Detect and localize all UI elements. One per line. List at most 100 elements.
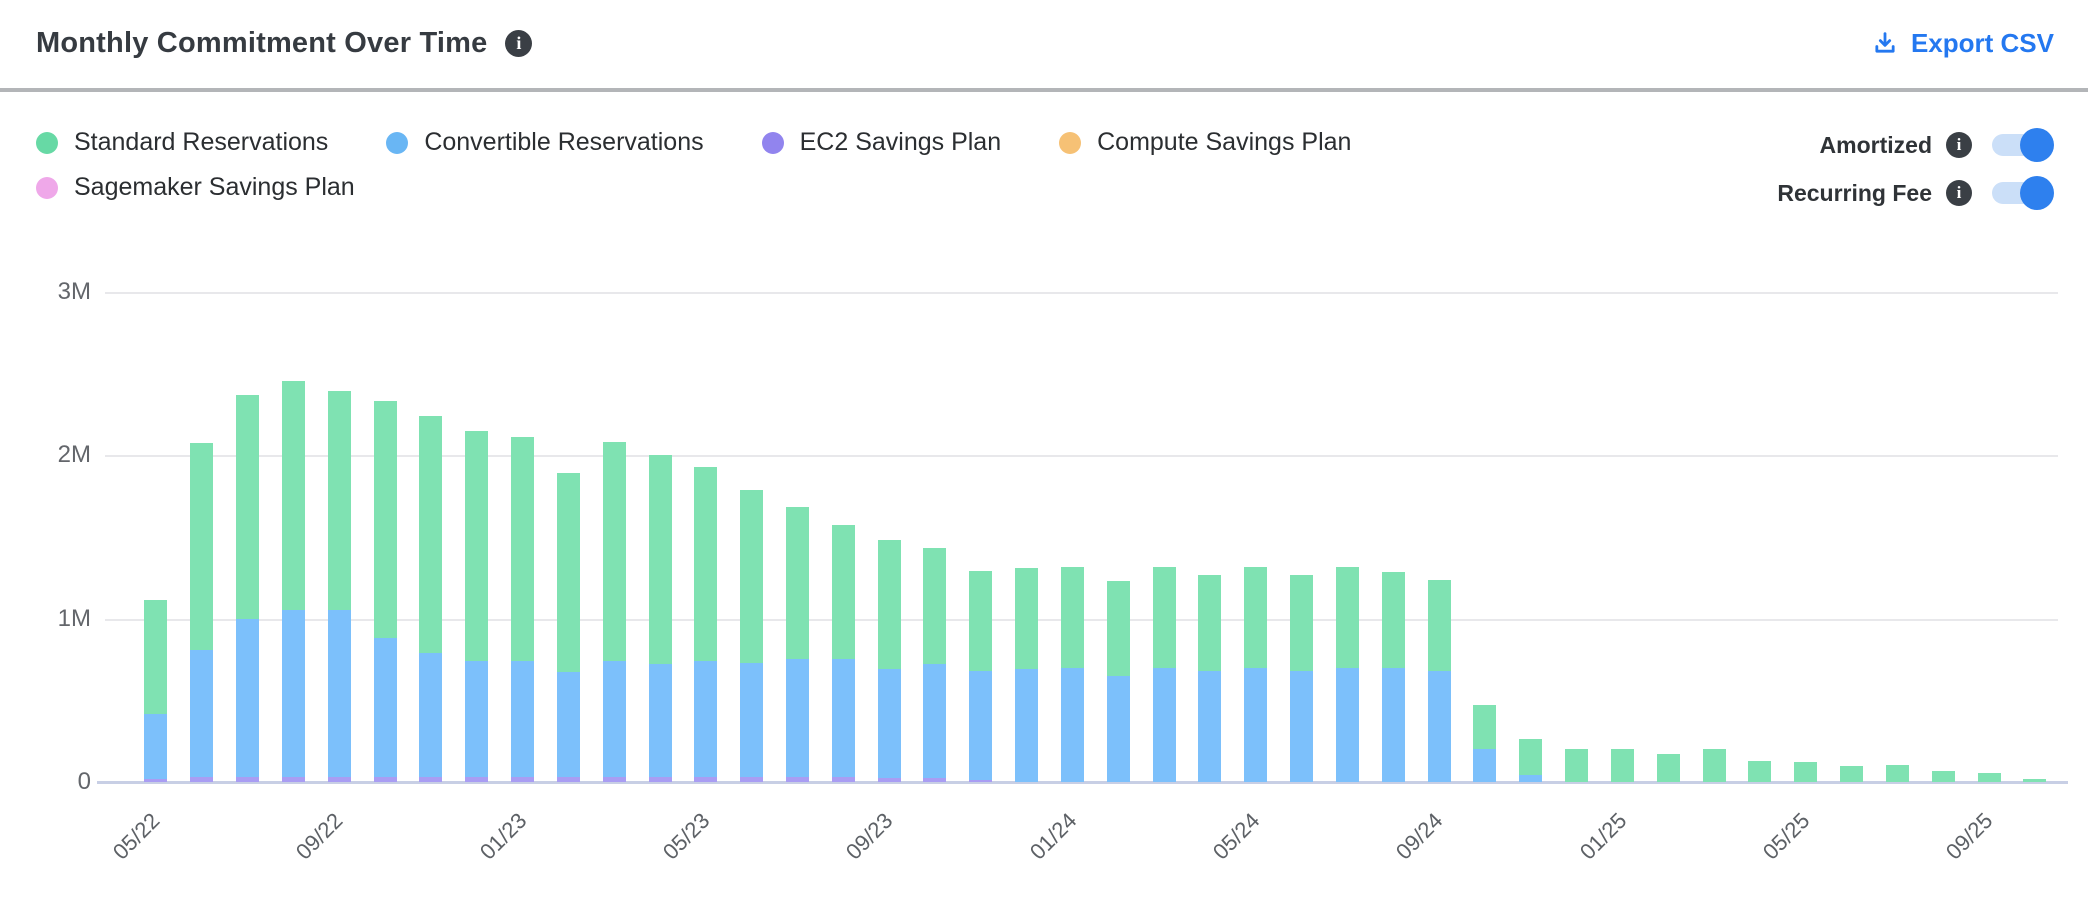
bar-07/24[interactable] (1335, 567, 1359, 782)
bar-segment (556, 473, 580, 672)
bar-segment (1106, 581, 1130, 676)
amortized-toggle[interactable] (1992, 128, 2054, 162)
bar-07/25[interactable] (1885, 765, 1909, 782)
bar-segment (1106, 676, 1130, 782)
bar-04/25[interactable] (1748, 761, 1772, 782)
legend-item-convertible-reservations[interactable]: Convertible Reservations (386, 128, 704, 157)
bar-10/24[interactable] (1473, 705, 1497, 782)
legend-item-standard-reservations[interactable]: Standard Reservations (36, 128, 328, 157)
bar-segment (1198, 575, 1222, 671)
bar-segment (602, 661, 626, 777)
legend-dot-standard (36, 131, 58, 154)
bar-06/25[interactable] (1840, 766, 1864, 782)
bar-segment (1198, 671, 1222, 782)
bar-08/23[interactable] (831, 525, 855, 782)
bar-06/24[interactable] (1290, 575, 1314, 782)
bar-segment (1565, 749, 1589, 782)
bar-segment (1610, 749, 1634, 782)
bar-segment (1473, 749, 1497, 782)
bar-segment (373, 401, 397, 638)
gridline-2m (105, 455, 2058, 457)
bar-segment (1015, 568, 1039, 669)
bar-segment (1519, 739, 1543, 775)
chart-legend: Standard Reservations Convertible Reserv… (36, 128, 1351, 210)
export-csv-button[interactable]: Export CSV (1871, 28, 2054, 59)
recurring-fee-info-icon[interactable]: i (1946, 180, 1972, 206)
bar-segment (373, 777, 397, 782)
legend-item-sagemaker-savings-plan[interactable]: Sagemaker Savings Plan (36, 173, 355, 202)
bar-02/24[interactable] (1106, 581, 1130, 782)
bar-08/24[interactable] (1381, 572, 1405, 782)
bar-segment (740, 490, 764, 663)
bar-09/22[interactable] (327, 391, 351, 782)
bar-06/23[interactable] (740, 490, 764, 782)
title-info-icon[interactable]: i (505, 29, 533, 57)
bar-segment (1473, 705, 1497, 749)
bar-11/24[interactable] (1519, 739, 1543, 782)
bar-segment (786, 659, 809, 777)
bar-02/25[interactable] (1656, 754, 1680, 782)
bar-segment (327, 777, 351, 782)
bar-segment (1152, 668, 1176, 782)
bar-segment (1931, 771, 1955, 782)
bar-10/23[interactable] (923, 548, 947, 782)
page-title: Monthly Commitment Over Time (36, 26, 488, 59)
panel-header: Monthly Commitment Over Time i Export CS… (0, 0, 2088, 66)
legend-label: Convertible Reservations (424, 128, 704, 156)
bar-05/23[interactable] (694, 467, 718, 782)
bar-01/25[interactable] (1610, 749, 1634, 782)
bar-segment (648, 777, 672, 782)
y-tick-1m: 1M (57, 605, 91, 632)
x-tick-05/23: 05/23 (657, 807, 715, 865)
bar-12/22[interactable] (465, 431, 489, 782)
bar-segment (465, 431, 489, 661)
header-divider (0, 88, 2088, 92)
legend-dot-compute (1059, 131, 1082, 154)
bar-03/25[interactable] (1702, 749, 1726, 782)
bar-04/23[interactable] (648, 455, 672, 782)
bar-04/24[interactable] (1198, 575, 1222, 782)
bar-07/23[interactable] (786, 507, 809, 782)
bar-segment (1335, 567, 1359, 668)
bar-05/24[interactable] (1244, 567, 1268, 782)
bar-03/24[interactable] (1152, 567, 1176, 782)
legend-item-ec2-savings-plan[interactable]: EC2 Savings Plan (761, 128, 1001, 157)
bar-12/23[interactable] (1015, 568, 1039, 782)
bar-segment (556, 777, 580, 782)
bar-10/25[interactable] (2023, 779, 2047, 782)
bar-07/22[interactable] (236, 395, 260, 782)
bar-01/23[interactable] (511, 437, 535, 782)
bar-05/22[interactable] (144, 600, 168, 782)
recurring-fee-toggle[interactable] (1992, 176, 2054, 210)
x-tick-01/24: 01/24 (1024, 807, 1082, 865)
bar-09/24[interactable] (1427, 580, 1451, 782)
bar-11/22[interactable] (419, 416, 443, 782)
bar-11/23[interactable] (969, 571, 993, 782)
bar-segment (144, 600, 168, 714)
toggle-knob (2020, 128, 2054, 162)
bar-12/24[interactable] (1565, 749, 1589, 782)
bar-segment (1748, 761, 1772, 782)
bar-02/23[interactable] (556, 473, 580, 782)
bar-05/25[interactable] (1794, 762, 1818, 782)
bar-09/25[interactable] (1977, 773, 2001, 782)
x-tick-05/22: 05/22 (107, 807, 165, 865)
bar-segment (694, 777, 718, 782)
bar-segment (923, 548, 947, 664)
bar-08/22[interactable] (281, 381, 305, 782)
legend-item-compute-savings-plan[interactable]: Compute Savings Plan (1059, 128, 1351, 157)
bar-01/24[interactable] (1060, 567, 1084, 782)
x-tick-09/23: 09/23 (841, 807, 898, 865)
bar-03/23[interactable] (602, 442, 626, 782)
amortized-info-icon[interactable]: i (1946, 132, 1972, 158)
bar-08/25[interactable] (1931, 771, 1955, 782)
bar-segment (1335, 668, 1359, 782)
bar-segment (2023, 779, 2047, 782)
bar-09/23[interactable] (877, 540, 901, 782)
recurring-fee-toggle-row: Recurring Fee i (1777, 176, 2054, 210)
bar-segment (1381, 572, 1405, 668)
bar-segment (1840, 766, 1864, 782)
download-icon (1875, 32, 1895, 53)
bar-10/22[interactable] (373, 401, 397, 782)
bar-06/22[interactable] (190, 443, 214, 782)
